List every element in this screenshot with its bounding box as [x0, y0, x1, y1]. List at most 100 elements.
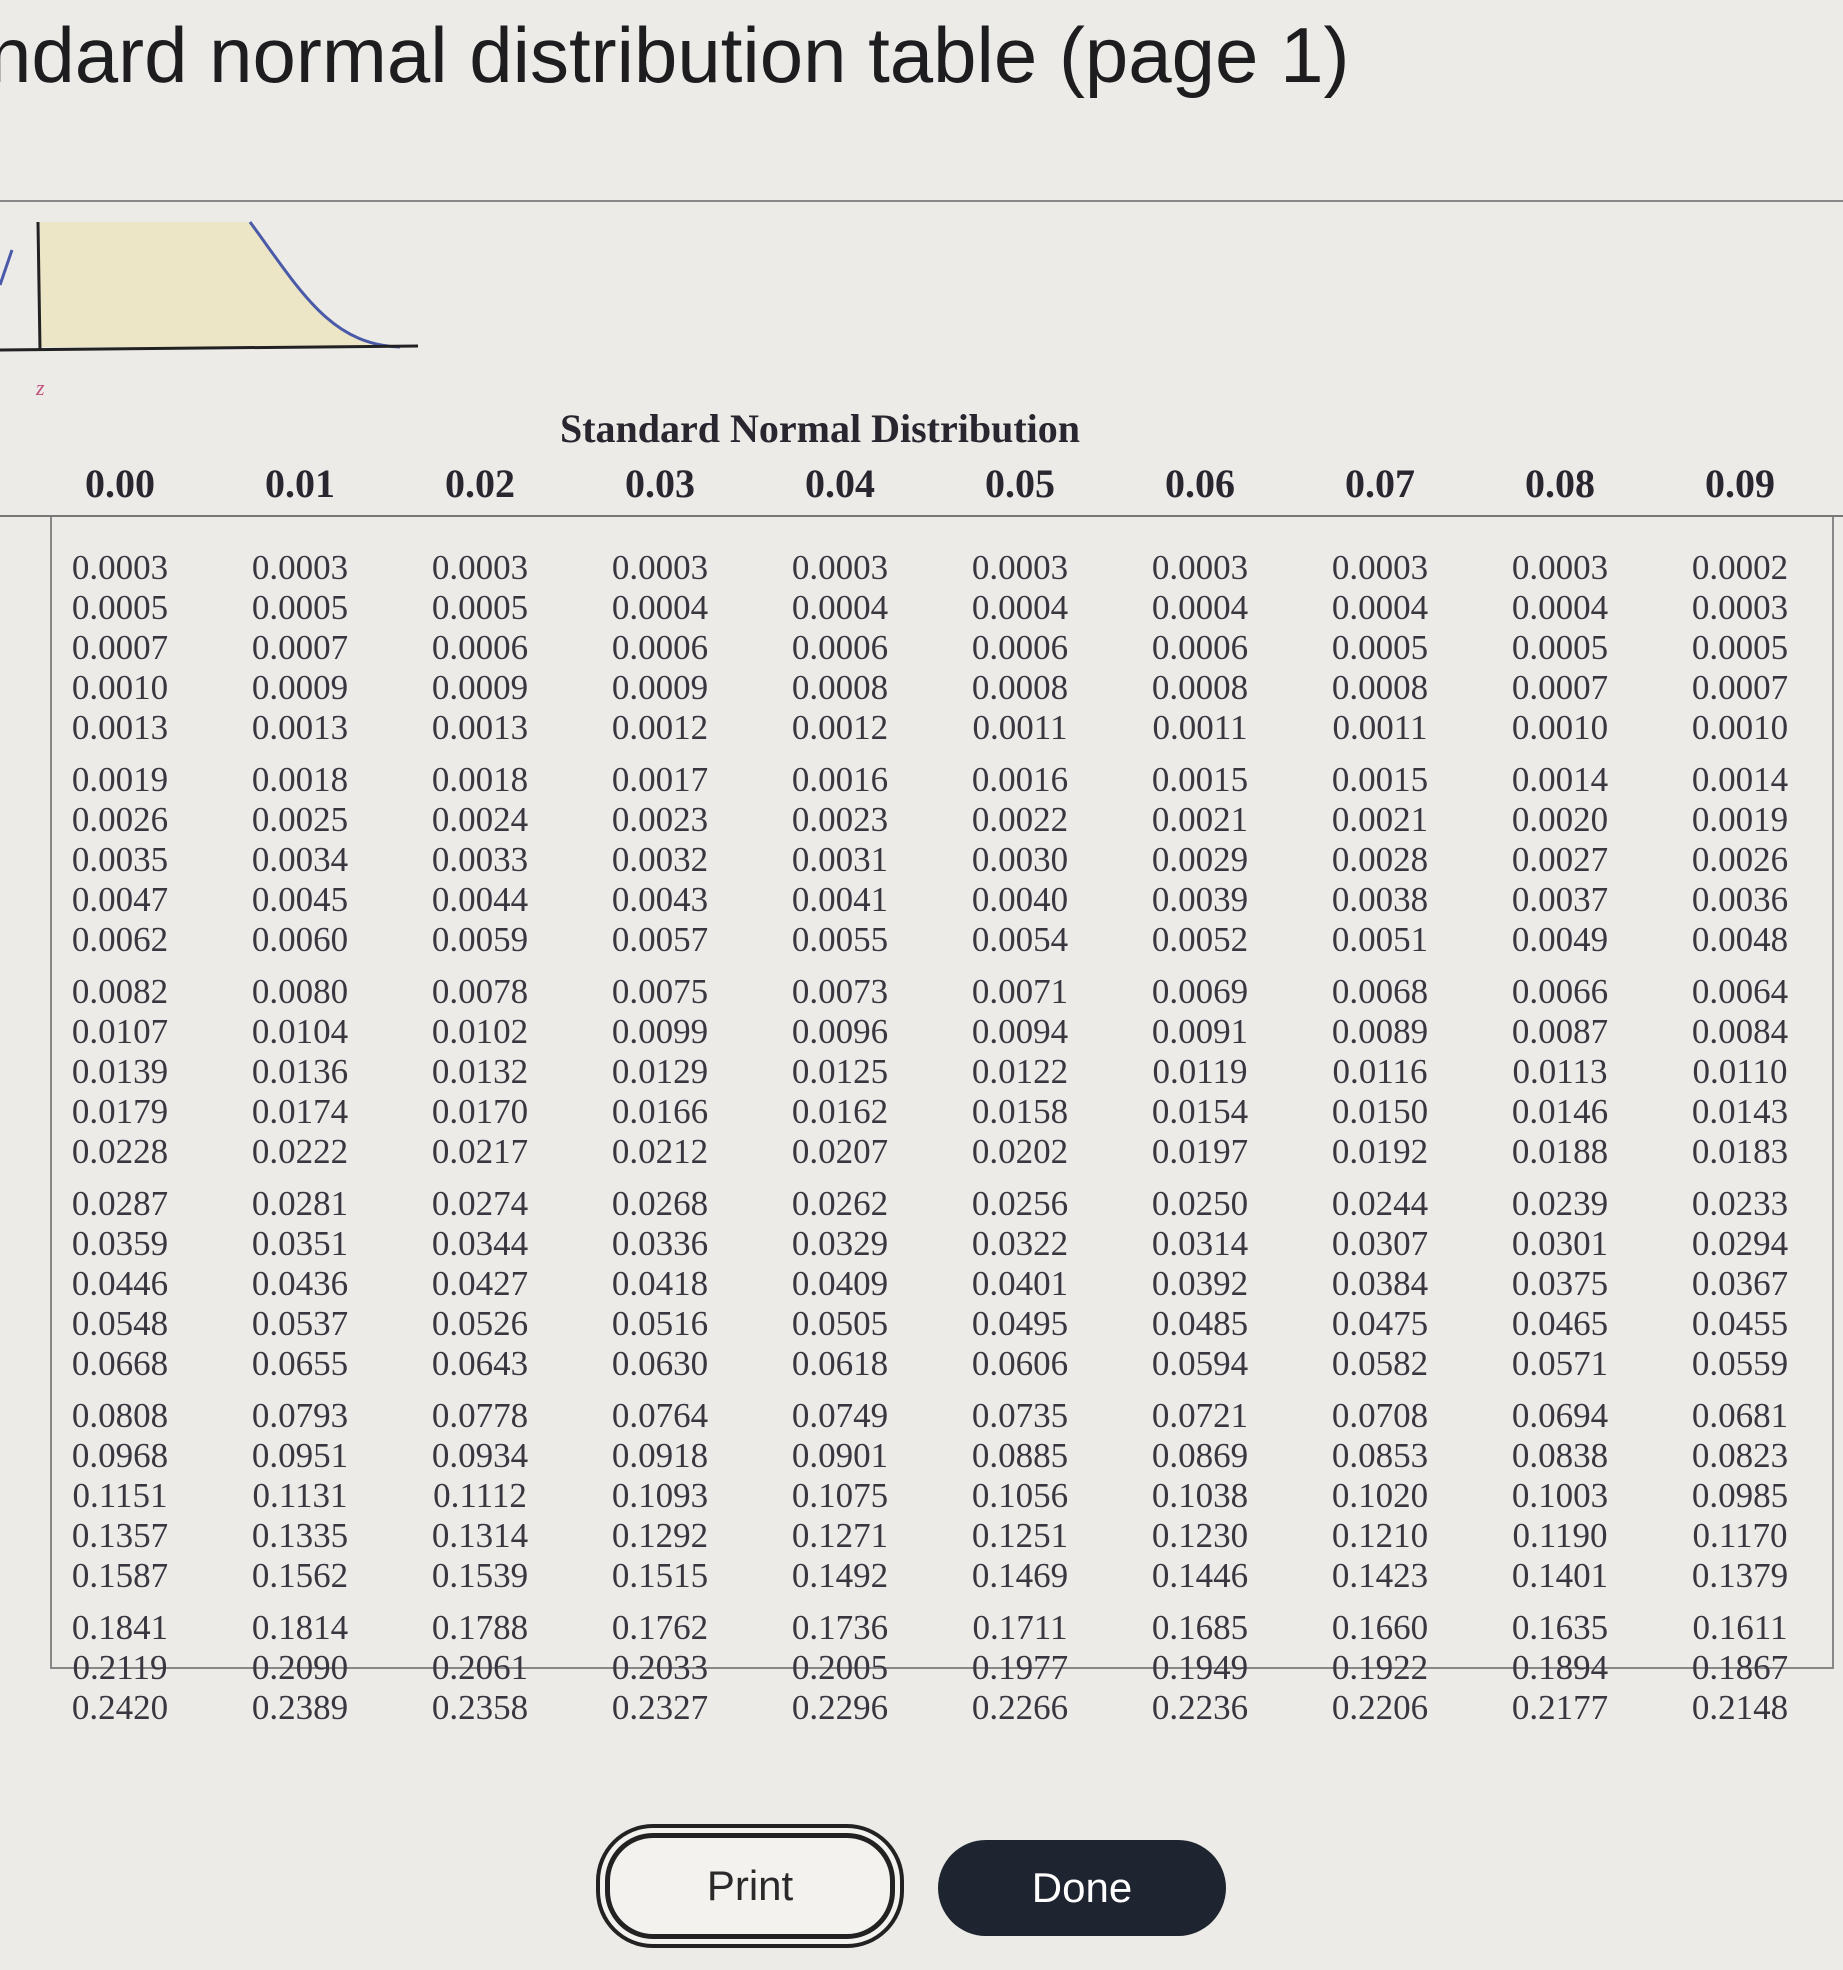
- shaded-area: [40, 222, 400, 347]
- table-cell: 0.0005: [1511, 628, 1609, 667]
- row-group: 0.0019 0.0018 0.0018 0.0017 0.0016 0.0016 0.00…: [30, 760, 1830, 960]
- print-button[interactable]: Print: [605, 1833, 895, 1939]
- table-cell: 0.0885: [971, 1436, 1069, 1475]
- table-cell: 0.0694: [1511, 1396, 1609, 1435]
- table-cell: 0.0418: [611, 1264, 709, 1303]
- table-row: 0.0019 0.0018 0.0018 0.0017 0.0016 0.0016 0.00…: [30, 760, 1830, 800]
- table-cell: 0.0643: [431, 1344, 529, 1383]
- dialog-title: ndard normal distribution table (page 1): [0, 11, 1350, 99]
- table-header: 0.00 0.01 0.02 0.03 0.04 0.05 0.06 0.07 0.08 0.09: [30, 460, 1830, 507]
- column-header: 0.03: [625, 461, 695, 506]
- table-cell: 0.1446: [1151, 1556, 1249, 1595]
- table-cell: 0.0294: [1691, 1224, 1789, 1263]
- done-button[interactable]: Done: [938, 1840, 1226, 1936]
- table-cell: 0.0003: [71, 548, 169, 587]
- table-cell: 0.0222: [251, 1132, 349, 1171]
- table-row: 0.0548 0.0537 0.0526 0.0516 0.0505 0.0495 0.04…: [30, 1304, 1830, 1344]
- column-header: 0.06: [1165, 461, 1235, 506]
- table-cell: 0.0132: [431, 1052, 529, 1091]
- table-cell: 0.1977: [971, 1648, 1069, 1687]
- table-cell: 0.1271: [791, 1516, 889, 1555]
- table-cell: 0.0011: [1152, 708, 1248, 747]
- table-cell: 0.0594: [1151, 1344, 1249, 1383]
- table-cell: 0.0375: [1511, 1264, 1609, 1303]
- table-body: 0.0003 0.0003 0.0003 0.0003 0.0003 0.0003 0.00…: [30, 548, 1830, 1740]
- table-cell: 0.2236: [1151, 1688, 1249, 1727]
- table-cell: 0.1210: [1331, 1516, 1429, 1555]
- table-cell: 0.0026: [1691, 840, 1789, 879]
- table-row: 0.0446 0.0436 0.0427 0.0418 0.0409 0.0401 0.03…: [30, 1264, 1830, 1304]
- table-cell: 0.0005: [431, 588, 529, 627]
- table-cell: 0.0003: [1691, 588, 1789, 627]
- table-cell: 0.0007: [1691, 668, 1789, 707]
- table-row: 0.1841 0.1814 0.1788 0.1762 0.1736 0.1711 0.16…: [30, 1608, 1830, 1648]
- table-cell: 0.0075: [611, 972, 709, 1011]
- table-cell: 0.0031: [791, 840, 889, 879]
- table-row: 0.1357 0.1335 0.1314 0.1292 0.1271 0.1251 0.12…: [30, 1516, 1830, 1556]
- table-cell: 0.0006: [791, 628, 889, 667]
- table-cell: 0.1292: [611, 1516, 709, 1555]
- table-cell: 0.0233: [1691, 1184, 1789, 1223]
- table-cell: 0.0060: [251, 920, 349, 959]
- table-cell: 0.0968: [71, 1436, 169, 1475]
- table-cell: 0.0014: [1511, 760, 1609, 799]
- table-cell: 0.0052: [1151, 920, 1249, 959]
- table-cell: 0.2420: [71, 1688, 169, 1727]
- table-row: 0.0035 0.0034 0.0033 0.0032 0.0031 0.0030 0.00…: [30, 840, 1830, 880]
- table-cell: 0.0057: [611, 920, 709, 959]
- table-cell: 0.0207: [791, 1132, 889, 1171]
- table-cell: 0.0113: [1512, 1052, 1608, 1091]
- table-cell: 0.0055: [791, 920, 889, 959]
- table-cell: 0.0436: [251, 1264, 349, 1303]
- table-row: 0.0082 0.0080 0.0078 0.0075 0.0073 0.0071 0.00…: [30, 972, 1830, 1012]
- table-cell: 0.0322: [971, 1224, 1069, 1263]
- table-cell: 0.0102: [431, 1012, 529, 1051]
- table-cell: 0.0446: [71, 1264, 169, 1303]
- table-cell: 0.0256: [971, 1184, 1069, 1223]
- table-cell: 0.0091: [1151, 1012, 1249, 1051]
- normal-curve-figure: [0, 221, 419, 352]
- table-cell: 0.0073: [791, 972, 889, 1011]
- table-cell: 0.0013: [431, 708, 529, 747]
- table-cell: 0.0606: [971, 1344, 1069, 1383]
- table-cell: 0.0985: [1691, 1476, 1789, 1515]
- table-frame: [50, 517, 1834, 1669]
- table-cell: 0.0051: [1331, 920, 1429, 959]
- table-cell: 0.0003: [1511, 548, 1609, 587]
- z-marker-line: [36, 221, 42, 351]
- table-cell: 0.0274: [431, 1184, 529, 1223]
- table-cell: 0.2206: [1331, 1688, 1429, 1727]
- table-cell: 0.0022: [971, 800, 1069, 839]
- table-cell: 0.0078: [431, 972, 529, 1011]
- table-cell: 0.0087: [1511, 1012, 1609, 1051]
- table-cell: 0.0012: [791, 708, 889, 747]
- table-cell: 0.0005: [1691, 628, 1789, 667]
- table-cell: 0.0655: [251, 1344, 349, 1383]
- table-cell: 0.0262: [791, 1184, 889, 1223]
- table-cell: 0.0351: [251, 1224, 349, 1263]
- table-row: 0.0179 0.0174 0.0170 0.0166 0.0162 0.0158 0.01…: [30, 1092, 1830, 1132]
- curve-line: [248, 221, 401, 349]
- table-cell: 0.0778: [431, 1396, 529, 1435]
- table-cell: 0.0918: [611, 1436, 709, 1475]
- column-header: 0.02: [445, 461, 515, 506]
- table-cell: 0.0027: [1511, 840, 1609, 879]
- table-cell: 0.0307: [1331, 1224, 1429, 1263]
- table-cell: 0.0571: [1511, 1344, 1609, 1383]
- table-row: 0.0808 0.0793 0.0778 0.0764 0.0749 0.0735 0.07…: [30, 1396, 1830, 1436]
- table-cell: 0.0023: [791, 800, 889, 839]
- table-cell: 0.0082: [71, 972, 169, 1011]
- table-cell: 0.0119: [1152, 1052, 1248, 1091]
- table-cell: 0.0039: [1151, 880, 1249, 919]
- table-cell: 0.1685: [1151, 1608, 1249, 1647]
- table-cell: 0.0099: [611, 1012, 709, 1051]
- table-cell: 0.0465: [1511, 1304, 1609, 1343]
- table-cell: 0.0537: [251, 1304, 349, 1343]
- table-cell: 0.0183: [1691, 1132, 1789, 1171]
- table-cell: 0.0110: [1692, 1052, 1788, 1091]
- table-cell: 0.0749: [791, 1396, 889, 1435]
- table-cell: 0.0019: [71, 760, 169, 799]
- table-row: 0.0026 0.0025 0.0024 0.0023 0.0023 0.0022 0.00…: [30, 800, 1830, 840]
- table-cell: 0.1492: [791, 1556, 889, 1595]
- column-header: 0.09: [1705, 461, 1775, 506]
